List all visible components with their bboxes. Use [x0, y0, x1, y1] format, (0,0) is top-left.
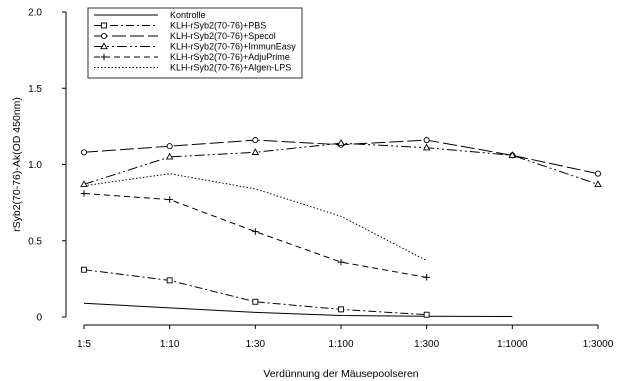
series-markers	[80, 137, 602, 318]
data-point-square	[252, 298, 259, 305]
data-point-triangle	[165, 152, 174, 160]
series-line-2	[83, 269, 427, 316]
data-point-plus	[80, 190, 88, 197]
legend-entry-label: KLH-rSyb2(70-76)+ImmunEasy	[170, 42, 296, 52]
data-point-circle	[80, 149, 88, 156]
data-point-square	[166, 277, 173, 284]
legend: KontrolleKLH-rSyb2(70-76)+PBSKLH-rSyb2(7…	[87, 7, 303, 79]
legend-entry-label: KLH-rSyb2(70-76)+PBS	[170, 21, 266, 31]
legend-swatch-marker	[100, 42, 108, 50]
data-point-plus	[337, 258, 345, 266]
data-point-triangle	[594, 180, 602, 187]
data-point-triangle	[422, 143, 431, 151]
x-tick-label: 1:100	[328, 339, 353, 350]
data-point-plus	[166, 196, 173, 203]
legend-entry-label: KLH-rSyb2(70-76)+AdjuPrime	[170, 52, 290, 62]
data-point-triangle	[508, 151, 517, 159]
series-line-1	[83, 302, 513, 317]
legend-entry-label: Kontrolle	[170, 10, 206, 20]
x-tick-label: 1:30	[246, 339, 266, 350]
x-tick-label: 1:3000	[583, 339, 614, 350]
x-tick-label: 1:300	[414, 339, 439, 350]
legend-entry-label: KLH-rSyb2(70-76)+Specol	[170, 31, 276, 41]
y-tick-label: 1.5	[28, 84, 42, 95]
data-point-circle	[252, 137, 259, 144]
chart-axes: 0 0.5 1.0 1.5 2.0 1:5 1:10 1:30 1:100 1:300 1:1000…	[28, 8, 614, 351]
series-line-4	[83, 142, 599, 185]
x-axis-title: Verdünnung der Mäusepoolseren	[263, 368, 418, 380]
data-point-triangle	[337, 139, 345, 146]
y-tick-label: 1.0	[28, 160, 42, 171]
series-line-5	[83, 193, 427, 278]
data-point-plus	[423, 274, 430, 281]
y-tick-label: 2.0	[28, 8, 42, 19]
x-tick-label: 1:10	[160, 339, 180, 350]
data-point-triangle	[251, 148, 260, 155]
legend-box	[87, 7, 303, 79]
legend-swatch-marker	[100, 32, 108, 40]
legend-swatch-marker	[100, 53, 108, 61]
data-point-circle	[423, 137, 430, 144]
legend-swatch-marker	[101, 22, 107, 29]
y-tick-label: 0	[36, 313, 42, 324]
data-point-circle	[166, 143, 173, 150]
series-line-6	[83, 173, 427, 262]
x-tick-label: 1:5	[77, 339, 91, 350]
data-point-plus	[252, 228, 259, 235]
y-axis-title: rSyb2(70-76)-Ak(OD 450nm)	[11, 97, 23, 232]
data-point-triangle	[80, 180, 88, 187]
series-lines	[83, 139, 599, 317]
legend-entry-label: KLH-rSyb2(70-76)+Algen-LPS	[170, 63, 291, 73]
data-point-circle	[594, 170, 602, 177]
x-tick-label: 1:1000	[497, 339, 528, 350]
data-point-square	[338, 306, 344, 313]
data-point-square	[423, 311, 430, 318]
y-tick-label: 0.5	[28, 236, 42, 247]
data-point-square	[81, 266, 87, 273]
